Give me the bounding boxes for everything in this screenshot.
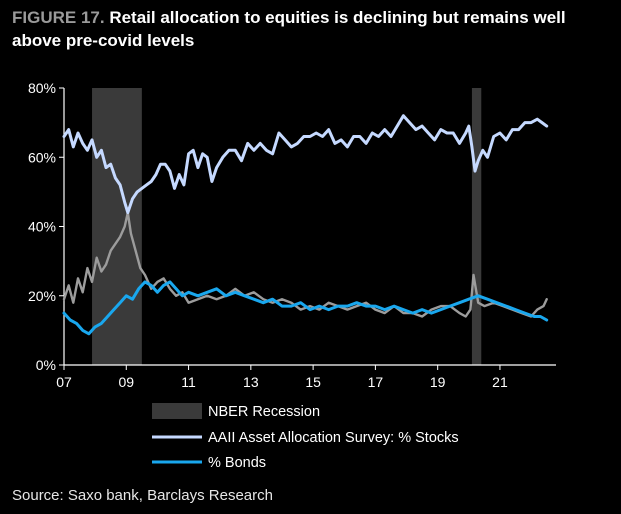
recession-band <box>471 88 482 365</box>
recession-band <box>92 88 142 365</box>
x-tick-label: 11 <box>181 374 196 390</box>
series-line-stocks <box>62 114 549 215</box>
legend-label-stocks: AAII Asset Allocation Survey: % Stocks <box>208 430 459 446</box>
y-tick-label: 60% <box>28 149 56 165</box>
y-tick-label: 0% <box>36 357 56 373</box>
x-tick-label: 09 <box>118 374 134 390</box>
series-line-bonds <box>62 280 549 336</box>
legend-label-bonds: % Bonds <box>208 455 266 471</box>
x-tick-label: 19 <box>430 374 446 390</box>
y-tick-label: 20% <box>28 288 56 304</box>
legend-swatch-recession <box>152 403 202 419</box>
figure-label: FIGURE 17. <box>12 8 105 27</box>
x-tick-label: 15 <box>305 374 321 390</box>
legend: NBER Recession AAII Asset Allocation Surv… <box>152 403 459 471</box>
y-tick-label: 80% <box>28 80 56 96</box>
x-tick-label: 13 <box>243 374 259 390</box>
x-tick-label: 21 <box>492 374 508 390</box>
x-tick-label: 07 <box>56 374 72 390</box>
source-note: Source: Saxo bank, Barclays Research <box>12 487 273 504</box>
y-tick-label: 40% <box>28 219 56 235</box>
x-tick-label: 17 <box>368 374 384 390</box>
figure-title: Retail allocation to equities is declini… <box>12 8 566 50</box>
recession-bands <box>92 88 482 365</box>
series-lines <box>62 114 549 336</box>
chart-title: FIGURE 17. Retail allocation to equities… <box>12 6 612 52</box>
axes: 0% 20% 40% 60% 80% 07 09 11 13 15 17 19 21 <box>28 80 556 390</box>
legend-label-recession: NBER Recession <box>208 404 320 420</box>
